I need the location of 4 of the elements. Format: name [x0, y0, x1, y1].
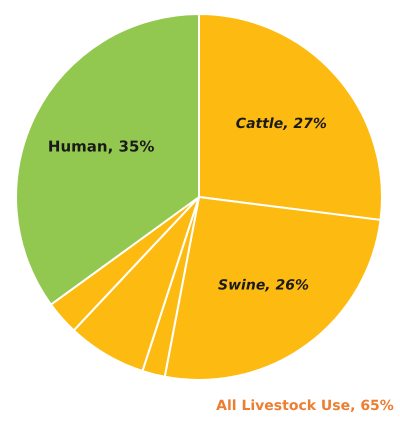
slice-label: Cattle, 27%: [236, 116, 327, 132]
slice-label: Swine, 26%: [218, 278, 310, 294]
text: All Livestock Use, 65%: [216, 398, 394, 414]
slice-label: Human, 35%: [48, 137, 154, 156]
